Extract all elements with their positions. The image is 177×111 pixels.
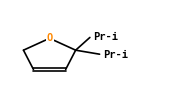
Text: O: O (46, 33, 53, 43)
Text: Pr-i: Pr-i (93, 32, 118, 42)
Text: Pr-i: Pr-i (103, 50, 128, 60)
